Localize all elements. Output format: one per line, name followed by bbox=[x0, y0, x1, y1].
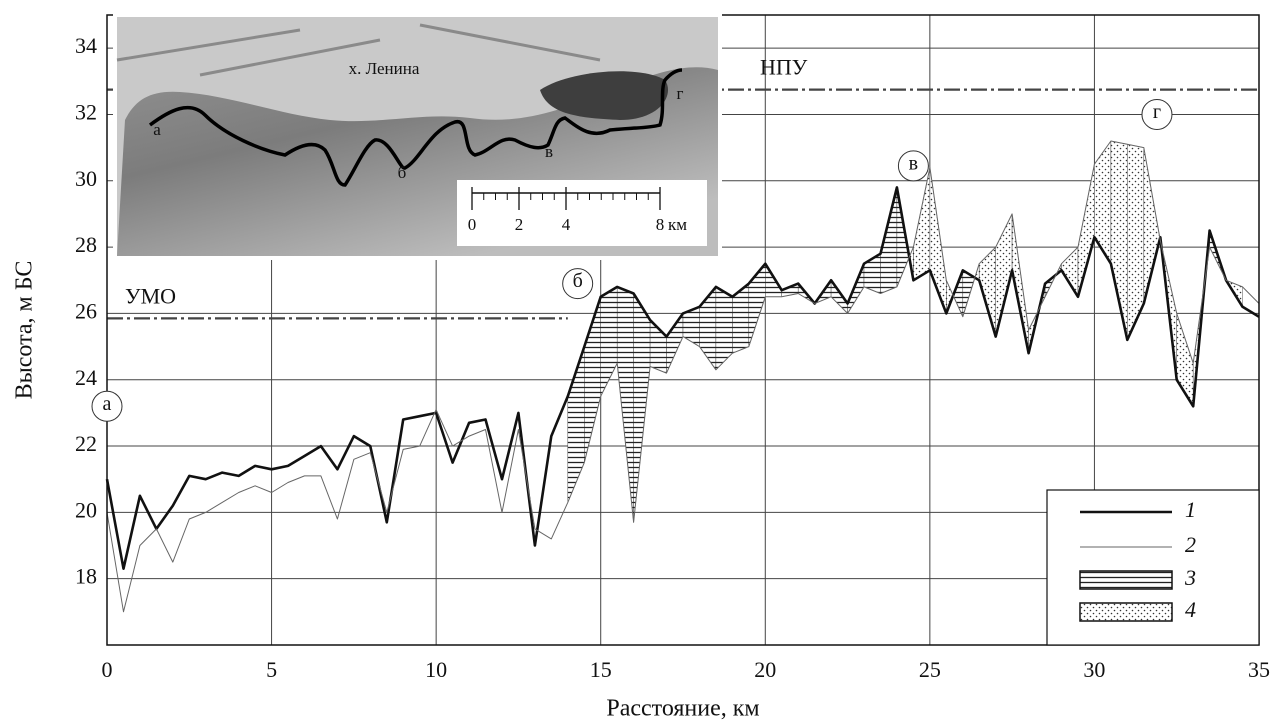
y-tick-label: 32 bbox=[75, 100, 97, 125]
legend-label: 3 bbox=[1184, 565, 1196, 590]
fill-area bbox=[634, 294, 651, 523]
scale-label: 2 bbox=[515, 215, 524, 234]
fill-area bbox=[1078, 164, 1094, 297]
y-tick-label: 20 bbox=[75, 497, 97, 522]
y-tick-label: 34 bbox=[75, 33, 97, 58]
fill-area bbox=[1111, 141, 1127, 340]
legend-label: 1 bbox=[1185, 497, 1196, 522]
chart: Расстояние, км Высота, м БС 051015202530… bbox=[0, 0, 1274, 724]
x-tick-label: 35 bbox=[1248, 657, 1270, 682]
reference-label: НПУ bbox=[760, 55, 808, 80]
scale-label: 0 bbox=[468, 215, 477, 234]
x-axis-title: Расстояние, км bbox=[606, 696, 759, 722]
y-tick-label: 30 bbox=[75, 166, 97, 191]
annotation-label: г bbox=[1153, 101, 1161, 123]
scale-unit: км bbox=[668, 215, 687, 234]
legend-swatch bbox=[1080, 571, 1172, 589]
x-tick-label: 15 bbox=[590, 657, 612, 682]
fill-area bbox=[1094, 141, 1111, 264]
inset-point: в bbox=[545, 142, 553, 161]
fill-area bbox=[617, 287, 633, 522]
x-tick-label: 10 bbox=[425, 657, 447, 682]
y-tick-label: 22 bbox=[75, 431, 97, 456]
x-tick-label: 30 bbox=[1083, 657, 1105, 682]
annotation-label: в bbox=[909, 152, 918, 174]
reference-label: УМО bbox=[125, 283, 176, 308]
y-tick-label: 28 bbox=[75, 232, 97, 257]
x-tick-label: 20 bbox=[754, 657, 776, 682]
scale-label: 8 bbox=[656, 215, 665, 234]
y-tick-label: 24 bbox=[75, 365, 97, 390]
inset-place: х. Ленина bbox=[349, 59, 420, 78]
inset-point: б bbox=[398, 163, 407, 182]
fill-area bbox=[913, 168, 930, 281]
annotation-label: а bbox=[103, 393, 112, 415]
y-axis-title: Высота, м БС bbox=[12, 261, 38, 400]
y-tick-label: 18 bbox=[75, 564, 97, 589]
legend-label: 2 bbox=[1185, 532, 1196, 557]
x-tick-label: 0 bbox=[102, 657, 113, 682]
legend-label: 4 bbox=[1185, 597, 1196, 622]
annotation-label: б bbox=[573, 270, 583, 292]
legend: 1 2 3 4 bbox=[1047, 490, 1259, 645]
fill-area bbox=[716, 287, 733, 370]
x-tick-label: 25 bbox=[919, 657, 941, 682]
scale-label: 4 bbox=[562, 215, 571, 234]
x-tick-label: 5 bbox=[266, 657, 277, 682]
y-tick-label: 26 bbox=[75, 298, 97, 323]
scale-box bbox=[457, 180, 707, 246]
legend-swatch bbox=[1080, 603, 1172, 621]
inset-point: г bbox=[677, 84, 684, 103]
inset-point: а bbox=[153, 120, 161, 139]
